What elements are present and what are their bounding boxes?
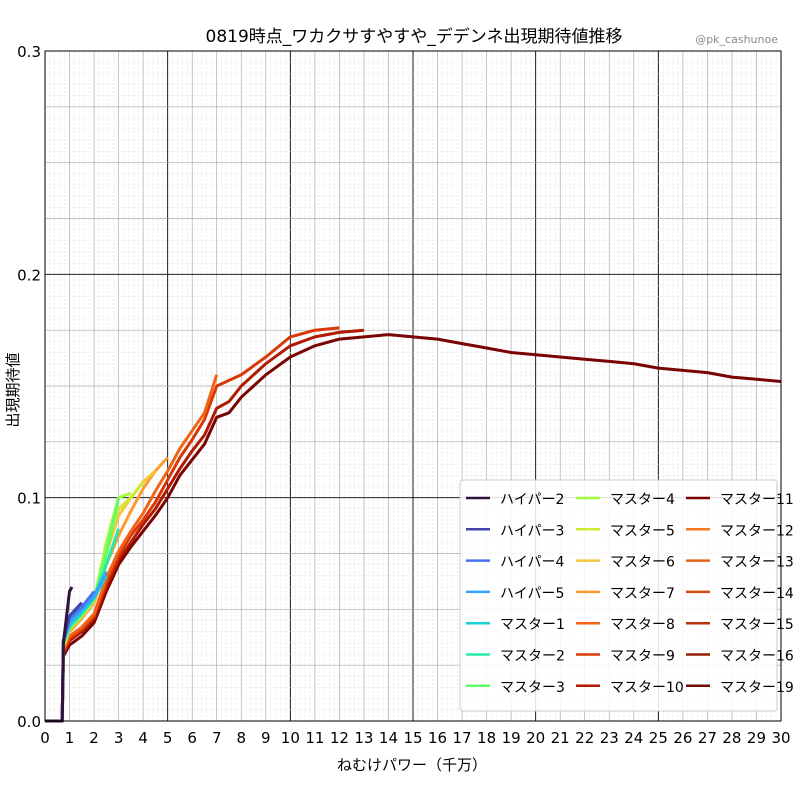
x-tick-label: 17	[453, 729, 472, 747]
x-tick-label: 7	[212, 729, 222, 747]
x-tick-label: 15	[403, 729, 422, 747]
legend-item: マスター1	[466, 617, 565, 633]
legend-label: マスター10	[610, 680, 684, 696]
legend-label: マスター5	[610, 523, 675, 539]
x-tick-label: 22	[575, 729, 594, 747]
series-layer	[45, 326, 782, 723]
legend-item: ハイパー3	[466, 523, 564, 539]
x-tick-label: 11	[305, 729, 324, 747]
legend-item: マスター3	[466, 680, 565, 696]
legend-item: マスター5	[576, 523, 675, 539]
legend-item: マスター7	[576, 586, 675, 602]
legend-label: マスター1	[500, 617, 565, 633]
x-tick-label: 19	[502, 729, 521, 747]
plot-frame	[44, 50, 782, 722]
series-line-マスター9	[45, 326, 340, 723]
legend-label: ハイパー4	[500, 555, 564, 571]
legend-item: マスター11	[686, 492, 794, 508]
legend-item: ハイパー4	[466, 555, 564, 571]
x-tick-label: 27	[698, 729, 717, 747]
x-tick-label: 0	[40, 729, 50, 747]
legend-label: ハイパー3	[500, 523, 564, 539]
x-tick-label: 25	[649, 729, 668, 747]
x-tick-label: 28	[722, 729, 741, 747]
chart-credit: @pk_cashunoe	[695, 33, 778, 46]
legend-item: マスター14	[686, 586, 794, 602]
legend-item: マスター19	[686, 680, 794, 696]
x-tick-label: 3	[114, 729, 124, 747]
legend-label: マスター7	[610, 586, 675, 602]
x-tick-label: 6	[187, 729, 197, 747]
x-tick-label: 29	[747, 729, 766, 747]
legend-label: マスター12	[720, 523, 794, 539]
legend-item: マスター8	[576, 617, 675, 633]
legend-label: マスター2	[500, 649, 565, 665]
x-tick-label: 14	[379, 729, 398, 747]
y-tick-label: 0.2	[17, 266, 41, 284]
y-tick-label: 0.0	[17, 713, 41, 731]
legend-item: マスター15	[686, 617, 794, 633]
y-tick-label: 0.3	[17, 43, 41, 61]
legend-label: マスター8	[610, 617, 675, 633]
legend-item: マスター12	[686, 523, 794, 539]
x-tick-label: 13	[354, 729, 373, 747]
legend: ハイパー2 ハイパー3 ハイパー4 ハイパー5 マスター1 マスター2 マスター3 マスター4…	[459, 479, 794, 712]
x-tick-label: 10	[281, 729, 300, 747]
y-axis-label: 出現期待値	[4, 352, 22, 427]
legend-item: マスター2	[466, 649, 565, 665]
legend-label: マスター9	[610, 649, 675, 665]
x-tick-label: 23	[600, 729, 619, 747]
legend-label: マスター13	[720, 555, 794, 571]
y-tick-label: 0.1	[17, 490, 41, 508]
legend-label: マスター3	[500, 680, 565, 696]
x-tick-label: 20	[526, 729, 545, 747]
series-line-マスター11	[45, 333, 782, 723]
legend-label: マスター16	[720, 649, 794, 665]
x-tick-label: 12	[330, 729, 349, 747]
legend-label: マスター4	[610, 492, 675, 508]
legend-label: マスター14	[720, 586, 794, 602]
legend-item: マスター9	[576, 649, 675, 665]
legend-item: マスター13	[686, 555, 794, 571]
legend-item: ハイパー2	[466, 492, 564, 508]
legend-item: マスター10	[576, 680, 684, 696]
x-tick-label: 21	[551, 729, 570, 747]
legend-label: ハイパー5	[500, 586, 564, 602]
x-tick-label: 9	[261, 729, 271, 747]
x-tick-label: 4	[138, 729, 148, 747]
x-tick-label: 1	[65, 729, 75, 747]
legend-item: マスター6	[576, 555, 675, 571]
chart-title: 0819時点_ワカクサすやすや_デデンネ出現期待値推移	[206, 26, 623, 47]
x-tick-label: 2	[89, 729, 99, 747]
x-tick-label: 30	[771, 729, 790, 747]
series-line-マスター10	[45, 328, 365, 723]
legend-item: ハイパー5	[466, 586, 564, 602]
x-tick-label: 24	[624, 729, 643, 747]
x-tick-label: 18	[477, 729, 496, 747]
legend-label: マスター6	[610, 555, 675, 571]
tick-labels: 0 1 2 3 4 5 6 7 8 9 10 11 12 13 14 15 16 17 18 19 20 21 22 23 24…	[17, 43, 790, 747]
x-axis-label: ねむけパワー（千万）	[337, 756, 487, 774]
x-tick-label: 26	[673, 729, 692, 747]
legend-item: マスター16	[686, 649, 794, 665]
legend-label: マスター15	[720, 617, 794, 633]
x-tick-label: 5	[163, 729, 173, 747]
legend-item: マスター4	[576, 492, 675, 508]
legend-label: マスター19	[720, 680, 794, 696]
x-tick-label: 8	[236, 729, 246, 747]
x-tick-label: 16	[428, 729, 447, 747]
legend-label: ハイパー2	[500, 492, 564, 508]
legend-label: マスター11	[720, 492, 794, 508]
